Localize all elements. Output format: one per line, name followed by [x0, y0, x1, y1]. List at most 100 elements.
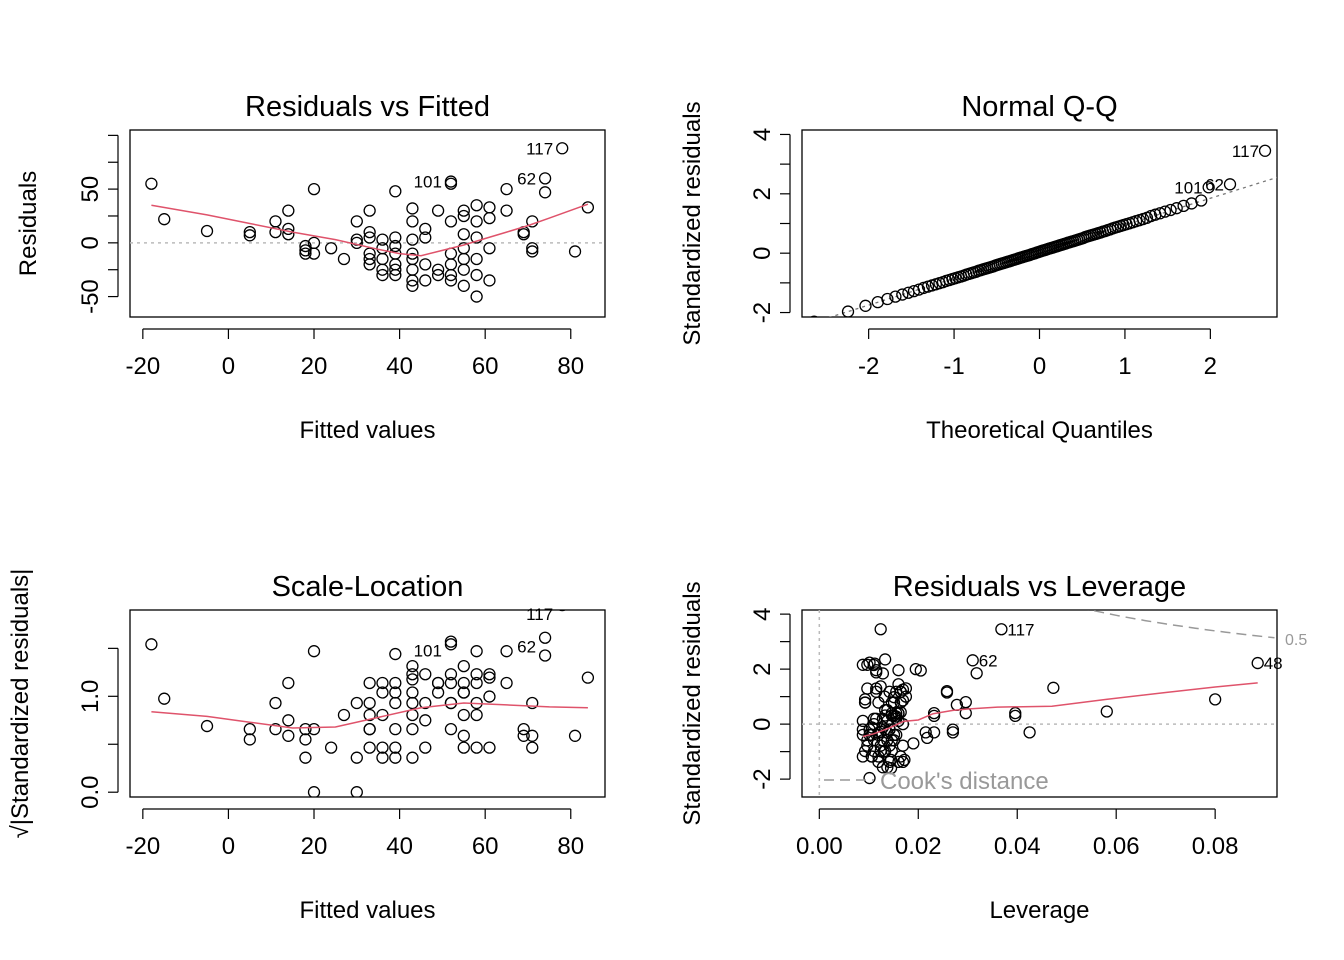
- data-point: [470, 645, 483, 658]
- data-point: [1251, 656, 1264, 670]
- x-tick-label: 0.02: [895, 833, 942, 860]
- data-point: [959, 706, 972, 720]
- plot-frame: [801, 129, 1278, 318]
- data-point: [517, 228, 530, 241]
- x-axis-label: Fitted values: [299, 897, 435, 924]
- data-point: [299, 733, 312, 746]
- data-point: [858, 696, 872, 709]
- data-point: [1209, 693, 1222, 706]
- data-point: [389, 647, 402, 661]
- x-tick-label: 1: [1118, 353, 1131, 380]
- data-point: [457, 209, 470, 223]
- point-label: 101: [414, 641, 442, 660]
- data-point: [363, 225, 376, 239]
- data-point: [457, 686, 470, 699]
- data-point: [363, 696, 376, 710]
- data-point: [158, 692, 171, 705]
- data-point: [483, 690, 496, 703]
- data-point: [870, 712, 883, 725]
- data-point: [1195, 194, 1208, 207]
- data-point: [876, 761, 890, 774]
- scale-location-panel: Scale-Location Fitted values √|Standardize…: [7, 569, 606, 924]
- data-point: [419, 222, 432, 236]
- data-point: [538, 186, 552, 199]
- data-point: [337, 708, 351, 722]
- data-point: [878, 653, 892, 666]
- x-tick-label: -1: [943, 353, 964, 380]
- data-point: [500, 645, 513, 658]
- data-point: [581, 201, 595, 214]
- data-point: [444, 635, 458, 648]
- plot-area: [810, 144, 1277, 317]
- data-point: [896, 739, 910, 752]
- data-point: [376, 252, 389, 266]
- data-point: [350, 786, 363, 797]
- point-label: 101: [414, 173, 442, 192]
- data-point: [483, 211, 496, 225]
- data-point: [887, 709, 901, 722]
- data-point: [419, 714, 432, 727]
- data-point: [363, 204, 376, 217]
- data-point: [470, 199, 483, 212]
- y-axis-label: Standardized residuals: [679, 101, 706, 345]
- data-point: [282, 676, 295, 690]
- data-point: [914, 664, 927, 677]
- data-point: [896, 288, 909, 301]
- data-point: [470, 268, 483, 282]
- y-tick-label: 4: [749, 607, 776, 620]
- point-label: 117: [526, 605, 553, 624]
- data-point: [927, 709, 941, 723]
- data-point: [299, 722, 312, 736]
- data-point: [896, 755, 910, 769]
- data-point: [307, 786, 321, 797]
- data-point: [243, 722, 256, 736]
- data-point: [431, 263, 445, 276]
- data-point: [457, 708, 470, 722]
- data-point: [444, 696, 458, 710]
- data-point: [282, 729, 295, 742]
- data-point: [363, 258, 376, 271]
- data-point: [884, 753, 898, 767]
- data-point: [145, 638, 158, 651]
- data-point: [389, 231, 402, 244]
- chart-title: Scale-Location: [272, 571, 464, 603]
- data-point: [1158, 205, 1172, 218]
- data-point: [389, 676, 402, 690]
- data-point: [444, 638, 458, 651]
- data-point: [431, 204, 445, 217]
- data-point: [457, 263, 470, 276]
- point-label: 48: [1264, 654, 1283, 673]
- data-point: [457, 279, 470, 292]
- data-point: [526, 242, 539, 255]
- plot-area: [145, 610, 595, 797]
- data-point: [406, 722, 419, 736]
- data-point: [470, 676, 483, 690]
- data-point: [878, 690, 891, 703]
- data-point: [350, 696, 363, 710]
- x-tick-label: -20: [125, 833, 160, 860]
- data-point: [324, 741, 338, 754]
- data-point: [899, 682, 913, 695]
- x-axis-label: Theoretical Quantiles: [926, 417, 1153, 444]
- data-point: [406, 215, 419, 228]
- data-point: [406, 668, 419, 681]
- data-point: [868, 657, 881, 670]
- data-point: [324, 242, 338, 255]
- data-point: [419, 231, 432, 244]
- data-point: [444, 268, 458, 282]
- data-point: [299, 239, 312, 253]
- y-tick-label: -50: [77, 279, 104, 314]
- y-tick-label: 4: [749, 128, 776, 141]
- data-point: [282, 714, 295, 727]
- normal-qq-panel: Normal Q-Q Theoretical Quantiles Standardi…: [679, 91, 1278, 444]
- data-point: [269, 722, 282, 736]
- data-point: [865, 750, 878, 763]
- x-tick-label: 0: [1033, 353, 1046, 380]
- point-label: 101: [1174, 178, 1202, 197]
- data-point: [538, 649, 552, 662]
- y-tick-label: 1.0: [77, 680, 104, 713]
- data-point: [1223, 178, 1237, 191]
- data-point: [568, 245, 582, 258]
- data-point: [556, 142, 569, 155]
